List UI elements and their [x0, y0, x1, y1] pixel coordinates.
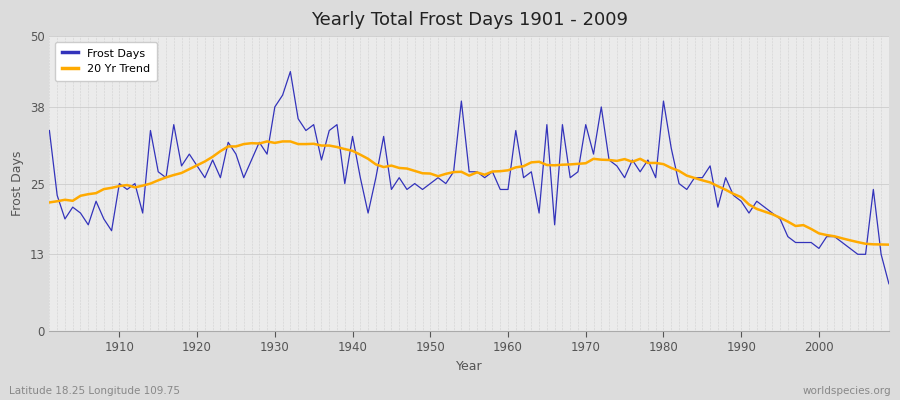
Frost Days	[44, 128, 55, 133]
Line: 20 Yr Trend: 20 Yr Trend	[50, 142, 889, 245]
20 Yr Trend	[106, 186, 117, 190]
Text: Latitude 18.25 Longitude 109.75: Latitude 18.25 Longitude 109.75	[9, 386, 180, 396]
Legend: Frost Days, 20 Yr Trend: Frost Days, 20 Yr Trend	[55, 42, 157, 81]
Y-axis label: Frost Days: Frost Days	[11, 151, 24, 216]
20 Yr Trend	[884, 242, 895, 247]
20 Yr Trend	[285, 139, 296, 144]
20 Yr Trend	[331, 145, 342, 150]
Title: Yearly Total Frost Days 1901 - 2009: Yearly Total Frost Days 1901 - 2009	[310, 11, 627, 29]
Frost Days	[277, 93, 288, 98]
Frost Days	[285, 69, 296, 74]
20 Yr Trend	[502, 168, 513, 173]
Frost Days	[331, 122, 342, 127]
Frost Days	[884, 281, 895, 286]
Line: Frost Days: Frost Days	[50, 72, 889, 284]
20 Yr Trend	[44, 200, 55, 205]
X-axis label: Year: Year	[455, 360, 482, 373]
Frost Days	[510, 128, 521, 133]
Frost Days	[502, 187, 513, 192]
20 Yr Trend	[262, 139, 273, 144]
Frost Days	[604, 158, 615, 162]
Text: worldspecies.org: worldspecies.org	[803, 386, 891, 396]
20 Yr Trend	[604, 158, 615, 162]
Frost Days	[106, 228, 117, 233]
20 Yr Trend	[510, 165, 521, 170]
